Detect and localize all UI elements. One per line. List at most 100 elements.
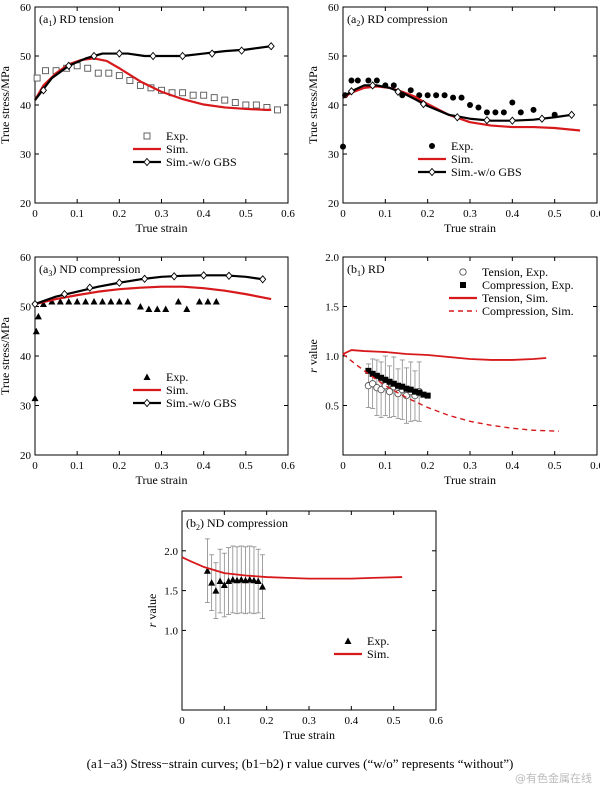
data-point [107, 298, 115, 305]
data-point [200, 91, 208, 99]
legend-marker [143, 157, 151, 167]
data-point [369, 81, 377, 90]
data-point [179, 89, 187, 97]
x-tick-label: 0.3 [155, 460, 169, 472]
x-tick-label: 0.6 [590, 208, 600, 220]
data-point [56, 298, 64, 305]
y-tick-label: 2.0 [325, 252, 339, 264]
data-point [365, 367, 372, 374]
data-point [65, 298, 73, 305]
data-point [183, 305, 191, 312]
x-axis-label: True strain [444, 473, 496, 487]
y-tick-label: 1.5 [164, 586, 178, 598]
data-point [407, 87, 414, 94]
data-point [475, 104, 482, 111]
x-tick-label: 0.6 [590, 460, 600, 472]
y-axis-label-rest: value [306, 339, 320, 368]
data-point [420, 391, 427, 398]
x-tick-label: 0.2 [421, 208, 435, 220]
y-tick-label: 30 [328, 149, 340, 161]
data-point [259, 275, 267, 284]
watermark: @有色金属在线 [515, 772, 592, 785]
series-sim- [34, 57, 272, 112]
x-tick-label: 0.5 [239, 460, 253, 472]
data-point [189, 91, 197, 99]
data-point [48, 298, 56, 305]
series-line [34, 45, 272, 101]
x-tick-label: 0.5 [239, 208, 253, 220]
data-point [250, 576, 258, 584]
series-exp- [203, 538, 266, 619]
legend-label: Exp. [166, 370, 188, 384]
data-point [84, 64, 92, 72]
data-point [252, 101, 260, 109]
data-point [73, 298, 81, 305]
panel-title: (b2) ND compression [186, 516, 288, 532]
x-tick-label: 0 [179, 715, 185, 727]
x-tick-label: 0 [340, 460, 346, 472]
data-point [170, 272, 178, 281]
data-point [90, 298, 98, 305]
legend-label: Sim.-w/o GBS [166, 155, 237, 169]
series-exp- [31, 298, 220, 402]
panel-prefix: (b [186, 516, 196, 530]
data-point [530, 106, 537, 113]
data-point [210, 94, 218, 102]
series-sim- [34, 285, 272, 306]
data-point [450, 94, 457, 101]
x-tick-label: 0.5 [387, 715, 401, 727]
data-point [254, 577, 262, 585]
y-tick-label: 50 [20, 51, 32, 63]
x-tick-label: 0.4 [505, 208, 519, 220]
y-tick-label: 1.0 [164, 625, 178, 637]
x-tick-label: 0 [32, 208, 38, 220]
data-point [390, 82, 397, 89]
data-point [340, 143, 346, 150]
series-line [181, 556, 403, 580]
data-point [348, 77, 355, 84]
data-point [126, 77, 134, 84]
y-tick-label: 60 [328, 2, 340, 14]
data-point [115, 72, 123, 80]
x-tick-label: 0.3 [155, 208, 169, 220]
legend-label: Exp. [451, 139, 473, 153]
data-point [238, 46, 246, 55]
data-point [242, 101, 250, 109]
panel-title-text: ) RD [361, 262, 385, 276]
legend-marker [143, 398, 151, 408]
y-tick-label: 20 [328, 198, 340, 210]
data-point [212, 587, 220, 594]
data-point [141, 274, 149, 283]
y-tick-label: 50 [328, 51, 340, 63]
data-point [221, 96, 229, 104]
data-point [105, 69, 113, 77]
data-point [98, 298, 106, 305]
data-point [115, 278, 123, 287]
data-point [31, 394, 39, 402]
legend: Exp.Sim. [334, 634, 389, 661]
chart-a2: 0 0.1 0.2 0.3 0.4 0.5 0.6 20 30 40 50 60 True strain… [306, 2, 600, 235]
x-tick-label: 0 [340, 208, 346, 220]
data-point [424, 392, 431, 399]
series-line [34, 57, 272, 112]
y-axis-label: r value [306, 339, 320, 373]
data-point [231, 99, 239, 107]
data-point [86, 283, 94, 292]
series-sim-w-o-gbs [342, 81, 576, 125]
x-tick-label: 0.5 [548, 460, 562, 472]
data-point [174, 298, 182, 305]
series-sim-w-o-gbs [34, 42, 275, 101]
y-tick-label: 1.5 [325, 302, 339, 314]
data-point [94, 69, 102, 77]
data-point [39, 300, 47, 308]
data-point [395, 382, 402, 389]
x-axis-label: True strain [136, 473, 188, 487]
data-point [220, 581, 228, 589]
data-point [453, 113, 461, 122]
data-point [216, 577, 224, 585]
data-point [212, 298, 220, 305]
data-point [411, 388, 418, 395]
series-sim- [342, 85, 581, 132]
series-exp- [33, 62, 281, 114]
